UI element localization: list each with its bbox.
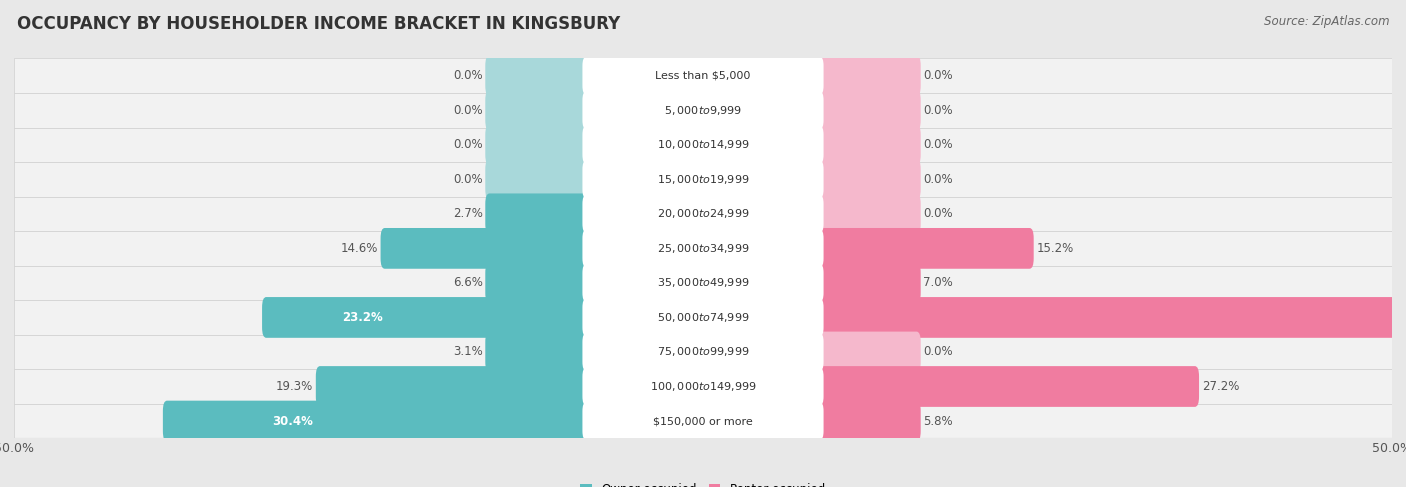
- FancyBboxPatch shape: [582, 57, 824, 94]
- Text: $15,000 to $19,999: $15,000 to $19,999: [657, 173, 749, 186]
- FancyBboxPatch shape: [582, 161, 824, 198]
- Text: 0.0%: 0.0%: [924, 138, 953, 151]
- FancyBboxPatch shape: [485, 90, 591, 131]
- FancyBboxPatch shape: [485, 262, 591, 303]
- Text: 23.2%: 23.2%: [342, 311, 382, 324]
- FancyBboxPatch shape: [485, 159, 591, 200]
- FancyBboxPatch shape: [14, 58, 1392, 93]
- FancyBboxPatch shape: [815, 159, 921, 200]
- FancyBboxPatch shape: [163, 401, 591, 441]
- FancyBboxPatch shape: [485, 56, 591, 96]
- FancyBboxPatch shape: [14, 162, 1392, 197]
- Text: 0.0%: 0.0%: [924, 173, 953, 186]
- Text: 0.0%: 0.0%: [453, 104, 482, 117]
- FancyBboxPatch shape: [815, 193, 921, 234]
- FancyBboxPatch shape: [815, 228, 1033, 269]
- FancyBboxPatch shape: [815, 297, 1406, 338]
- Text: $150,000 or more: $150,000 or more: [654, 416, 752, 426]
- Text: 0.0%: 0.0%: [924, 104, 953, 117]
- Text: $5,000 to $9,999: $5,000 to $9,999: [664, 104, 742, 117]
- FancyBboxPatch shape: [582, 230, 824, 267]
- FancyBboxPatch shape: [14, 128, 1392, 162]
- Text: $50,000 to $74,999: $50,000 to $74,999: [657, 311, 749, 324]
- FancyBboxPatch shape: [316, 366, 591, 407]
- Text: 2.7%: 2.7%: [453, 207, 482, 220]
- FancyBboxPatch shape: [582, 126, 824, 164]
- Text: 0.0%: 0.0%: [924, 207, 953, 220]
- FancyBboxPatch shape: [582, 195, 824, 232]
- FancyBboxPatch shape: [14, 335, 1392, 369]
- Text: 7.0%: 7.0%: [924, 277, 953, 289]
- FancyBboxPatch shape: [14, 197, 1392, 231]
- FancyBboxPatch shape: [14, 404, 1392, 438]
- Text: $75,000 to $99,999: $75,000 to $99,999: [657, 345, 749, 358]
- FancyBboxPatch shape: [14, 300, 1392, 335]
- Text: Less than $5,000: Less than $5,000: [655, 71, 751, 81]
- FancyBboxPatch shape: [815, 366, 1199, 407]
- FancyBboxPatch shape: [485, 124, 591, 165]
- Text: 3.1%: 3.1%: [453, 345, 482, 358]
- Text: 14.6%: 14.6%: [340, 242, 378, 255]
- Text: 0.0%: 0.0%: [453, 138, 482, 151]
- Text: $35,000 to $49,999: $35,000 to $49,999: [657, 277, 749, 289]
- FancyBboxPatch shape: [815, 90, 921, 131]
- Legend: Owner-occupied, Renter-occupied: Owner-occupied, Renter-occupied: [575, 478, 831, 487]
- FancyBboxPatch shape: [14, 231, 1392, 265]
- FancyBboxPatch shape: [582, 299, 824, 336]
- Text: 30.4%: 30.4%: [273, 414, 314, 428]
- Text: Source: ZipAtlas.com: Source: ZipAtlas.com: [1264, 15, 1389, 28]
- FancyBboxPatch shape: [815, 332, 921, 373]
- FancyBboxPatch shape: [485, 193, 591, 234]
- FancyBboxPatch shape: [815, 124, 921, 165]
- Text: OCCUPANCY BY HOUSEHOLDER INCOME BRACKET IN KINGSBURY: OCCUPANCY BY HOUSEHOLDER INCOME BRACKET …: [17, 15, 620, 33]
- Text: 0.0%: 0.0%: [453, 69, 482, 82]
- FancyBboxPatch shape: [14, 369, 1392, 404]
- FancyBboxPatch shape: [14, 93, 1392, 128]
- FancyBboxPatch shape: [262, 297, 591, 338]
- Text: 15.2%: 15.2%: [1036, 242, 1074, 255]
- Text: 27.2%: 27.2%: [1202, 380, 1239, 393]
- FancyBboxPatch shape: [14, 265, 1392, 300]
- Text: $10,000 to $14,999: $10,000 to $14,999: [657, 138, 749, 151]
- FancyBboxPatch shape: [815, 401, 921, 441]
- FancyBboxPatch shape: [582, 333, 824, 371]
- Text: 0.0%: 0.0%: [924, 345, 953, 358]
- FancyBboxPatch shape: [582, 402, 824, 440]
- FancyBboxPatch shape: [582, 368, 824, 405]
- FancyBboxPatch shape: [582, 264, 824, 301]
- FancyBboxPatch shape: [381, 228, 591, 269]
- FancyBboxPatch shape: [485, 332, 591, 373]
- Text: 0.0%: 0.0%: [924, 69, 953, 82]
- FancyBboxPatch shape: [815, 262, 921, 303]
- Text: $20,000 to $24,999: $20,000 to $24,999: [657, 207, 749, 220]
- Text: 19.3%: 19.3%: [276, 380, 314, 393]
- Text: $100,000 to $149,999: $100,000 to $149,999: [650, 380, 756, 393]
- Text: $25,000 to $34,999: $25,000 to $34,999: [657, 242, 749, 255]
- FancyBboxPatch shape: [582, 92, 824, 129]
- Text: 5.8%: 5.8%: [924, 414, 953, 428]
- Text: 6.6%: 6.6%: [453, 277, 482, 289]
- FancyBboxPatch shape: [815, 56, 921, 96]
- Text: 0.0%: 0.0%: [453, 173, 482, 186]
